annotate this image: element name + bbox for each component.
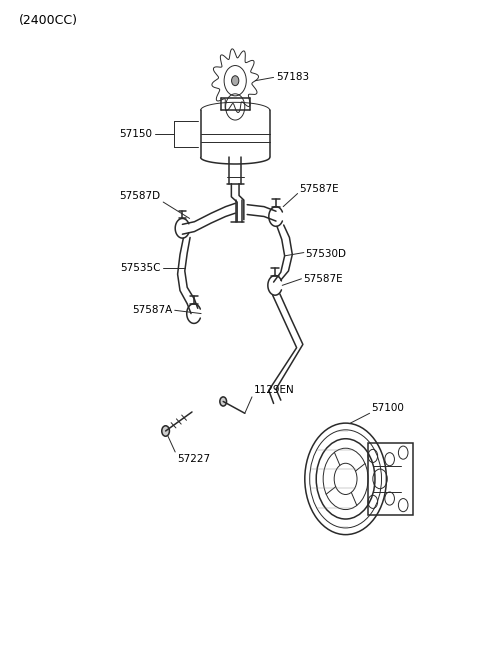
Text: 57183: 57183 (276, 72, 309, 83)
Circle shape (231, 75, 239, 86)
Text: (2400CC): (2400CC) (19, 14, 78, 28)
Text: 57150: 57150 (120, 129, 153, 139)
Text: 57535C: 57535C (120, 262, 161, 273)
Circle shape (162, 426, 169, 436)
Text: 57587E: 57587E (303, 274, 343, 284)
Text: 57530D: 57530D (305, 249, 346, 259)
Text: 57100: 57100 (371, 403, 404, 413)
Text: 57587D: 57587D (120, 191, 161, 201)
Text: 1129EN: 1129EN (253, 385, 294, 395)
Text: 57227: 57227 (178, 454, 211, 464)
Text: 57587E: 57587E (299, 184, 339, 194)
Text: 57587A: 57587A (132, 305, 172, 316)
Circle shape (220, 397, 227, 406)
Bar (368, 443, 413, 515)
